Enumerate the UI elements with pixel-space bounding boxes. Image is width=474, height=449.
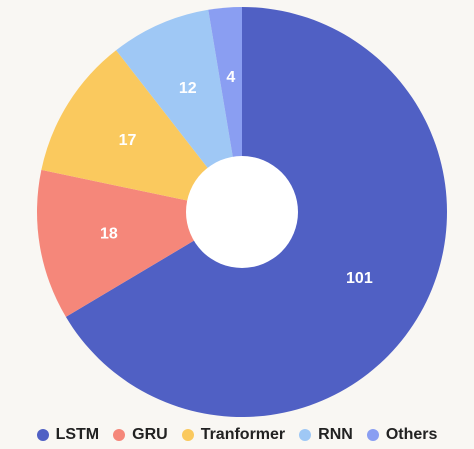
- legend-item-tranformer: Tranformer: [181, 426, 286, 444]
- slice-rnn: [116, 9, 242, 213]
- legend: LSTM GRU Tranformer RNN Others: [0, 424, 474, 446]
- slice-label-rnn: 12: [179, 80, 197, 97]
- legend-label: RNN: [318, 426, 353, 443]
- slice-label-gru: 18: [100, 226, 118, 243]
- legend-swatch: [36, 429, 49, 441]
- legend-item-others: Others: [366, 426, 438, 444]
- legend-swatch: [113, 429, 126, 441]
- legend-swatch: [299, 429, 312, 441]
- legend-swatch: [181, 429, 194, 441]
- legend-item-rnn: RNN: [299, 426, 353, 444]
- slice-label-tranformer: 17: [119, 132, 137, 149]
- legend-label: LSTM: [55, 426, 100, 443]
- legend-swatch: [366, 429, 379, 441]
- slice-tranformer: [41, 50, 242, 212]
- slice-label-others: 4: [226, 69, 235, 86]
- legend-item-lstm: LSTM: [36, 426, 100, 444]
- donut-hole: [186, 156, 298, 268]
- legend-label: GRU: [132, 426, 168, 443]
- legend-item-gru: GRU: [113, 426, 168, 444]
- slice-label-lstm: 101: [346, 270, 373, 287]
- legend-label: Others: [385, 426, 438, 443]
- legend-label: Tranformer: [200, 426, 286, 443]
- donut-chart: 101 18 17 12 4: [37, 7, 448, 417]
